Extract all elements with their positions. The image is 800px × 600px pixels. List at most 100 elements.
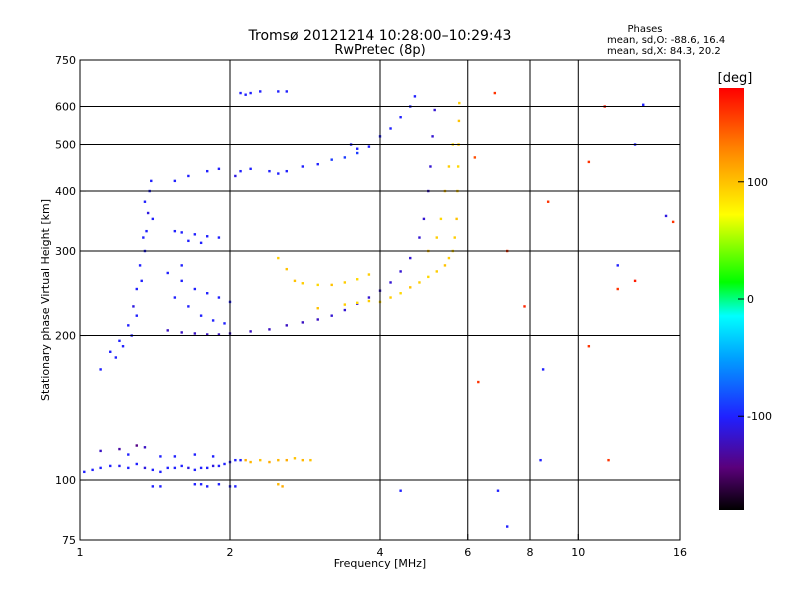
data-point [199, 466, 203, 470]
data-point [367, 273, 371, 276]
data-point [244, 458, 247, 462]
data-point [309, 458, 312, 462]
y-tick-label: 600 [55, 101, 76, 114]
data-point [343, 156, 347, 159]
data-point [277, 458, 280, 462]
data-point [633, 279, 637, 283]
data-point [138, 264, 142, 267]
scatter-points [83, 90, 675, 528]
data-point [277, 90, 280, 93]
data-point [166, 329, 169, 332]
data-point [399, 116, 402, 119]
data-point [151, 468, 155, 472]
data-point [234, 485, 237, 488]
data-point [135, 444, 138, 447]
data-point [539, 458, 542, 462]
data-point [431, 135, 434, 138]
data-point [330, 314, 333, 317]
data-point [193, 483, 197, 486]
data-point [249, 460, 252, 464]
y-tick-label: 75 [62, 534, 76, 547]
data-point [259, 458, 262, 462]
data-point [199, 241, 203, 245]
data-point [343, 308, 347, 312]
data-point [142, 236, 145, 239]
y-axis: 75 100 200 300 400 500 600 750 [55, 54, 86, 547]
grid-lines [80, 60, 680, 540]
data-point [301, 165, 305, 168]
data-point [205, 333, 209, 336]
data-point [135, 314, 138, 317]
y-tick-label: 200 [55, 330, 76, 343]
data-point [166, 466, 169, 470]
data-point [199, 483, 203, 486]
data-point [199, 314, 203, 317]
data-point [285, 458, 288, 462]
data-point [180, 264, 183, 267]
data-point [109, 464, 112, 468]
data-point [399, 292, 402, 295]
data-point [150, 179, 153, 183]
data-point [114, 356, 118, 359]
data-point [193, 332, 197, 335]
data-point [217, 167, 221, 171]
data-point [217, 236, 221, 239]
data-point [285, 267, 288, 271]
data-point [355, 151, 359, 155]
data-point [173, 466, 177, 470]
data-point [217, 333, 221, 336]
data-point [180, 464, 183, 468]
y-axis-label: Stationary phase Virtual Height [km] [39, 199, 52, 401]
data-point [546, 200, 550, 203]
data-point [217, 464, 221, 468]
data-point [223, 322, 226, 325]
data-point [389, 127, 392, 130]
data-point [443, 264, 447, 267]
data-point [205, 466, 209, 470]
x-tick-label: 16 [673, 546, 687, 559]
data-point [173, 296, 177, 299]
data-point [159, 470, 162, 474]
data-point [239, 169, 242, 173]
data-point [453, 236, 456, 239]
data-point [187, 174, 190, 178]
data-point [143, 466, 147, 470]
colorbar-tick-label: -100 [747, 410, 772, 423]
data-point [642, 103, 645, 106]
data-point [211, 319, 215, 322]
data-point [83, 470, 86, 474]
data-point [433, 108, 436, 112]
data-point [435, 236, 438, 239]
data-point [145, 229, 148, 233]
data-point [239, 458, 242, 462]
data-point [301, 458, 305, 462]
colorbar-tick-label: 0 [747, 293, 754, 306]
data-point [671, 220, 675, 224]
chart-title: Tromsø 20121214 10:28:00–10:29:43 [248, 28, 512, 44]
data-point [316, 162, 319, 166]
data-point [399, 489, 402, 492]
data-point [166, 271, 169, 275]
y-tick-label: 750 [55, 54, 76, 67]
data-point [217, 483, 221, 486]
data-point [523, 305, 526, 308]
data-point [159, 485, 162, 488]
data-point [330, 283, 333, 287]
data-point [389, 296, 392, 299]
data-point [457, 119, 461, 123]
data-point [249, 167, 252, 171]
data-point [447, 256, 451, 260]
y-tick-label: 500 [55, 139, 76, 152]
colorbar-ticks: 100 0 -100 [738, 176, 772, 423]
data-point [355, 278, 359, 281]
data-point [173, 455, 177, 458]
data-point [99, 466, 102, 470]
phase-stats-title: Phases [627, 24, 662, 35]
x-tick-label: 8 [527, 546, 534, 559]
x-tick-label: 10 [571, 546, 585, 559]
data-point [187, 305, 190, 308]
data-point [151, 217, 155, 221]
data-point [127, 324, 130, 327]
data-point [616, 287, 619, 291]
